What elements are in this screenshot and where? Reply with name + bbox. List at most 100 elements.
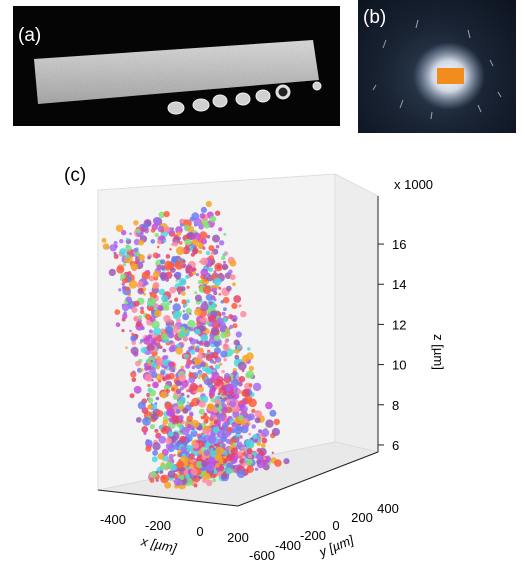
scatter-point (128, 280, 138, 289)
scatter-point (179, 218, 185, 224)
scatter-point (156, 410, 164, 417)
scatter-point (233, 393, 240, 399)
scatter-point (175, 279, 179, 283)
scatter-point (148, 329, 153, 334)
scatter-point (172, 394, 178, 400)
scatter-point (175, 226, 183, 234)
scatter-point (213, 334, 221, 342)
scatter-point (197, 376, 201, 380)
scatter-3d-panel: (c) 6 8 10 12 14 16 -400 -200 0 200 -600 -400 -200 0 2… (0, 152, 525, 566)
scatter-point (273, 418, 280, 426)
scatter-point (271, 427, 280, 437)
scatter-point (236, 469, 246, 479)
scatter-point (154, 309, 162, 318)
scatter-point (125, 245, 132, 252)
scatter-point (251, 424, 256, 429)
scatter-point (167, 470, 176, 478)
sample-pellets (167, 81, 322, 115)
scatter-point (171, 464, 178, 471)
scatter-point (155, 396, 160, 401)
scatter-point (239, 400, 243, 405)
scatter-point (158, 435, 167, 444)
scatter-point (254, 417, 261, 424)
scatter-point (201, 455, 207, 461)
scatter-point (201, 460, 208, 467)
scatter-point (154, 428, 159, 433)
scatter-point (271, 451, 274, 454)
scatter-point (115, 224, 124, 232)
z-tick-label: 6 (392, 438, 399, 453)
scatter-point (163, 239, 167, 243)
scatter-point (119, 248, 127, 256)
scatter-point (147, 397, 154, 404)
scatter-point (185, 444, 193, 452)
scatter-point (171, 387, 175, 392)
scatter-point (193, 483, 198, 488)
scatter-point (215, 403, 220, 408)
scatter-point (142, 222, 149, 230)
scatter-point (261, 443, 266, 448)
scatter-point (199, 231, 208, 240)
scatter-point (265, 401, 273, 410)
scatter-point (206, 234, 211, 239)
scatter-point (173, 274, 177, 277)
scatter-point (198, 224, 204, 230)
scatter-point (183, 354, 186, 357)
scatter-point (172, 303, 181, 312)
scatter-point (141, 426, 149, 433)
scatter-point (192, 441, 200, 449)
scatter-point (161, 448, 169, 456)
scatter-point (140, 306, 144, 311)
scatter-point (232, 318, 237, 322)
scatter-point (229, 259, 237, 267)
scatter-point (156, 355, 161, 360)
x-axis-line (97, 489, 239, 507)
scatter-point (176, 337, 180, 341)
scatter-point (152, 442, 161, 451)
scatter-point (184, 434, 193, 443)
scatter-point (168, 417, 173, 423)
scatter-point (201, 238, 207, 245)
scatter-point (164, 402, 173, 410)
scatter-point (199, 384, 203, 388)
scatter-point (190, 468, 198, 476)
scatter-point (223, 307, 227, 311)
scatter-point (138, 280, 144, 286)
scatter-point (169, 340, 173, 344)
scatter-point (246, 458, 253, 466)
scatter-point (168, 453, 174, 459)
scatter-point (196, 340, 200, 345)
scatter-point (189, 327, 194, 332)
scatter-point (197, 425, 203, 431)
scatter-point (134, 260, 138, 264)
scatter-point (164, 355, 169, 360)
scatter-point (180, 365, 185, 370)
scatter-point (204, 376, 208, 380)
scatter-point (178, 374, 187, 382)
scatter-point (193, 217, 202, 226)
scatter-point (203, 340, 211, 348)
scatter-point (116, 265, 125, 274)
scatter-point (148, 389, 156, 397)
scatter-point (192, 232, 201, 242)
z-multiplier-label: x 1000 (394, 177, 433, 192)
scatter-point (226, 454, 234, 462)
scatter-point (213, 340, 221, 348)
scatter-point (160, 259, 166, 265)
scatter-point (159, 272, 167, 279)
scatter-point (121, 329, 125, 333)
scatter-point (214, 398, 221, 406)
scatter-point (152, 450, 159, 456)
panel-label-a: (a) (18, 25, 42, 46)
scatter-point (254, 410, 263, 418)
scatter-point (190, 429, 198, 438)
scatter-point (114, 309, 121, 315)
scatter-point (178, 291, 181, 295)
scatter-point (224, 339, 229, 344)
scatter-point (213, 277, 222, 286)
scatter-point (159, 345, 163, 349)
scatter-point (217, 443, 221, 447)
scatter-point (210, 431, 216, 438)
scatter-point (202, 472, 211, 480)
scatter-point (172, 311, 181, 320)
